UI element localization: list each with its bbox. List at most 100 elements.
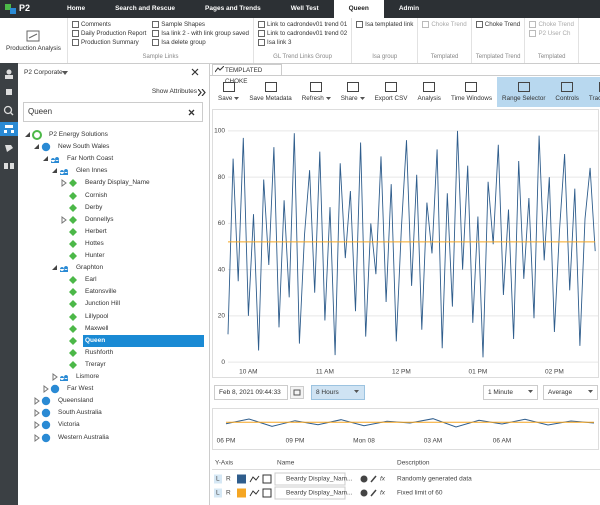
tree-node[interactable]: New South Wales (18, 141, 209, 153)
ribbon-main[interactable]: Production Analysis (0, 18, 68, 63)
visible-checkbox[interactable] (262, 474, 272, 484)
date-input[interactable]: Feb 8, 2021 09:44:33 (214, 385, 288, 400)
org-selector[interactable]: P2 Corporate (24, 69, 63, 76)
caret (234, 96, 240, 100)
icon-shape (423, 82, 436, 92)
nav-tab[interactable]: Home (67, 5, 86, 12)
tree-node[interactable]: Hottes (18, 238, 209, 250)
tree-node[interactable]: Junction Hill (18, 298, 209, 310)
tree-node[interactable]: Beardy Display_Name (18, 177, 209, 189)
tree-node[interactable]: Derby (18, 202, 209, 214)
nav-tab[interactable]: Queen (333, 0, 384, 18)
info-icon[interactable] (360, 489, 368, 497)
nav-tab[interactable]: Well Test (290, 5, 319, 12)
tree-node[interactable]: Donnellys (18, 214, 209, 226)
aggregation-select[interactable]: Average (543, 385, 598, 400)
chart-tab[interactable]: TEMPLATED CHOKE (212, 64, 282, 85)
tree-node[interactable]: Victoria (18, 419, 209, 431)
toolbar-button[interactable]: Save Metadata (244, 77, 296, 107)
ribbon-item[interactable]: Daily Production Report (71, 29, 146, 38)
icon (346, 82, 359, 92)
nav-tab[interactable]: Pages and Trends (205, 5, 261, 12)
tree-node[interactable]: Far North Coast (18, 153, 209, 165)
ribbon-group-label: Templated (537, 54, 566, 60)
calendar-button[interactable] (290, 386, 304, 399)
ribbon-item[interactable]: Production Summary (71, 38, 146, 47)
tree-node[interactable]: Hunter (18, 250, 209, 262)
search-box[interactable]: Queen (23, 102, 203, 122)
tree-node[interactable]: Far West (18, 383, 209, 395)
icon-shape (422, 21, 430, 28)
ribbon-item[interactable]: Choke Trend (529, 20, 574, 29)
toolbar-label-row: Save Metadata (249, 95, 291, 102)
node-icon (69, 227, 77, 236)
tree-label: Derby (85, 203, 103, 211)
tree-node[interactable]: P2 Energy Solutions (18, 129, 209, 141)
toolbar-button[interactable]: Refresh (297, 77, 336, 107)
rail-icons (0, 69, 18, 169)
tree-label: Trerayr (85, 360, 106, 368)
toolbar-button[interactable]: Share (336, 77, 370, 107)
tree-node[interactable]: Eatonsville (18, 286, 209, 298)
nav-tab[interactable]: Search and Rescue (115, 5, 176, 12)
tree-node[interactable]: Lismore (18, 371, 209, 383)
node-icon (69, 203, 77, 212)
nav-tab[interactable]: Admin (398, 5, 420, 12)
info-icon[interactable] (360, 475, 368, 483)
ribbon-item[interactable]: Comments (71, 20, 146, 29)
edit-icon[interactable] (370, 475, 377, 483)
icon (529, 21, 537, 28)
table-header: Name (277, 460, 295, 467)
node-icon (60, 375, 69, 381)
tree-node[interactable]: Glen Innes (18, 165, 209, 177)
tree-icons (61, 179, 77, 188)
tree-node[interactable]: Lillypool (18, 311, 209, 323)
duration-select[interactable]: 8 Hours (311, 385, 365, 400)
ribbon-item-label: Link to cadrondev01 trend 02 (267, 30, 348, 37)
ribbon-item-label: Choke Trend (538, 21, 574, 28)
tree-node[interactable]: Cornish (18, 190, 209, 202)
tree-label: Glen Innes (76, 167, 108, 175)
ribbon-item[interactable]: Choke Trend (422, 20, 467, 29)
series-swatch (237, 488, 246, 498)
toolbar-button[interactable]: Controls (550, 77, 584, 107)
toolbar-button[interactable]: Time Windows (446, 77, 497, 107)
node-icon (69, 288, 77, 297)
tree-node[interactable]: Maxwell (18, 323, 209, 335)
tree-node[interactable]: Earl (18, 274, 209, 286)
tree-label: Far West (67, 385, 94, 393)
icon (71, 30, 79, 37)
show-attributes[interactable]: Show Attributes (151, 88, 197, 95)
ribbon-item[interactable]: Isa link 3 (258, 38, 347, 47)
close-button[interactable] (190, 67, 200, 77)
clear-search[interactable] (188, 109, 195, 116)
tree-icons (69, 252, 77, 260)
toolbar-label-row: Time Windows (451, 95, 492, 102)
ribbon-item[interactable]: P2 User Ch (529, 29, 573, 38)
ribbon-item[interactable]: Isa delete group (152, 38, 249, 47)
ribbon-item[interactable]: Sample Shapes (152, 20, 249, 29)
ribbon-item[interactable]: Link to cadrondev01 trend 02 (258, 29, 347, 38)
tree-node[interactable]: Rushforth (18, 347, 209, 359)
toolbar-label-row: Controls (555, 95, 578, 102)
toolbar-button[interactable]: Save (213, 77, 244, 107)
tree-node[interactable]: South Australia (18, 407, 209, 419)
ribbon-item[interactable]: Isa link 2 - with link group saved (152, 29, 249, 38)
ribbon-item-label: Isa link 2 - with link group saved (161, 30, 249, 37)
tree-node[interactable]: Western Australia (18, 432, 209, 444)
visible-checkbox[interactable] (262, 488, 272, 498)
tree-node[interactable]: Herbert (18, 226, 209, 238)
toolbar-button[interactable]: Analysis (413, 77, 446, 107)
tree-node[interactable]: Trerayr (18, 359, 209, 371)
tree-node[interactable]: Graphton (18, 262, 209, 274)
expander (34, 144, 39, 150)
interval-select[interactable]: 1 Minute (483, 385, 538, 400)
edit-icon[interactable] (370, 489, 377, 497)
ribbon-item[interactable]: Choke Trend (475, 20, 520, 29)
ribbon-item[interactable]: Isa templated link (356, 20, 413, 29)
toolbar-button[interactable]: Range Selector (497, 77, 551, 107)
tree-node[interactable]: Queen (18, 335, 209, 347)
tree-node[interactable]: Queensland (18, 395, 209, 407)
toolbar-button[interactable]: Export CSV (370, 77, 413, 107)
ribbon-item[interactable]: Link to cadrondev01 trend 01 (258, 20, 347, 29)
